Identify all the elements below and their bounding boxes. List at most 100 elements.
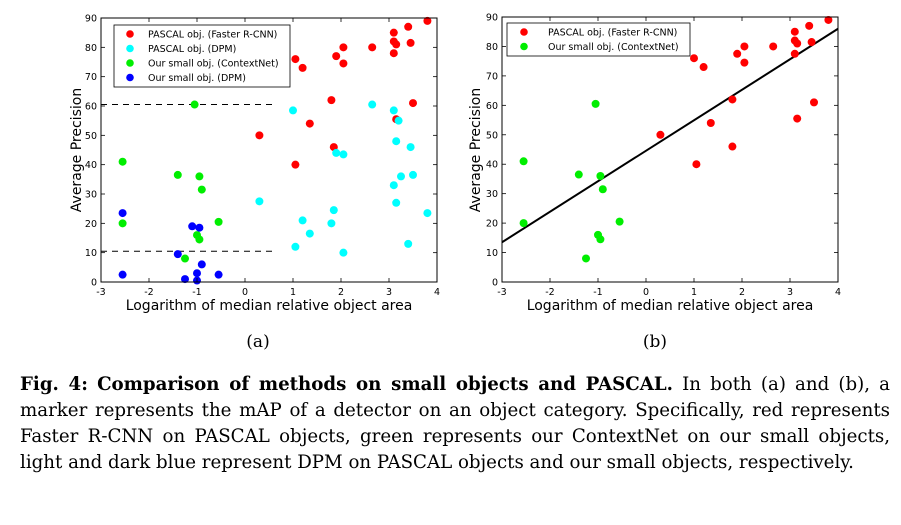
panel-b-point-red [824,15,833,24]
panel-a-xtick-label: 0 [242,287,248,298]
panel-a-point-green [181,254,189,263]
panel-a-point-cyan [389,181,398,190]
panel-b-xtick-label: -3 [497,287,506,298]
panel-b-point-green [519,157,528,166]
panel-a-xtick-label: 2 [338,287,344,298]
panel-b-point-red [728,95,737,104]
panel-a-point-cyan [289,106,297,115]
panel-a-ytick-label: 80 [85,43,97,54]
panel-a-point-red [389,28,398,37]
panel-a-point-cyan [339,150,348,159]
panel-a-ytick-label: 90 [85,14,97,25]
panel-a-point-red [327,96,336,105]
panel-a-point-red [409,99,417,108]
panel-a-point-red [339,59,348,68]
panel-b-xtick-label: 4 [835,287,841,298]
panel-a-point-green [195,235,204,244]
panel-b-point-red [810,98,818,107]
panel-a-legend-box [113,24,291,88]
panel-b-ytick-label: 70 [486,71,498,82]
panel-a-xtick-label: -1 [192,287,201,298]
panel-a-point-cyan [339,248,348,257]
panel-a-ytick-label: 60 [85,102,97,113]
panel-b-point-red [793,39,802,48]
legend-a-blue-label: Our small obj. (DPM) [148,73,246,84]
panel-a-point-cyan [368,100,377,109]
panel-a-point-red [339,43,348,52]
panel-a-point-cyan [394,116,403,125]
panel-b-legend-box [506,22,691,57]
legend-a-green-label: Our small obj. (ContextNet) [148,59,279,70]
panel-b-ytick-label: 30 [486,189,498,200]
panel-a-point-blue [118,209,127,218]
legend-b-red-marker [520,28,528,36]
panel-b-xlabel: Logarithm of median relative object area [527,298,814,314]
panel-a-xtick-label: 4 [434,287,440,298]
panel-b-point-red [790,27,799,36]
panel-a-point-cyan [329,206,338,215]
panel-a-point-green [195,172,204,181]
panel-a-point-cyan [392,198,401,207]
panel-a-point-blue [214,270,223,279]
panel-a-point-green [118,219,127,228]
panel-b-point-red [769,42,778,51]
legend-b-green-marker [520,42,528,51]
panel-b-ytick-label: 90 [486,13,498,24]
panel-a-xtick-label: 3 [386,287,392,298]
legend-a-cyan-label: PASCAL obj. (DPM) [148,44,236,55]
panel-b-xtick-label: 2 [739,287,745,298]
panel-a-legend: PASCAL obj. (Faster R-CNN) PASCAL obj. (… [113,24,291,88]
panel-b-point-green [574,170,583,179]
panel-b-point-green [615,217,624,226]
panel-a-xtick-label: -3 [96,287,105,298]
panel-a-point-blue [173,250,182,259]
panel-b-point-red [793,114,802,123]
panel-a-point-blue [197,260,206,269]
panel-b-point-red [790,49,799,58]
panel-b-frame [501,16,839,283]
panel-a-ytick-label: 70 [85,72,97,83]
panel-b-xtick-label: 0 [643,287,649,298]
panel-b-point-red [728,142,737,151]
figure-caption: Fig. 4: Comparison of methods on small o… [20,372,890,476]
panel-b-point-red [807,38,816,47]
legend-a-red-label: PASCAL obj. (Faster R-CNN) [148,30,277,41]
panel-b-point-red [706,119,715,127]
panel-b-point-red [699,63,708,72]
panel-b-xtick-label: -2 [545,287,554,298]
panel-a-point-cyan [298,216,307,225]
panel-a-point-cyan [404,239,413,248]
legend-b-green-label: Our small obj. (ContextNet) [548,42,679,53]
panel-a-point-cyan [406,143,415,152]
caption-title: Comparison of methods on small objects a… [97,374,673,395]
panel-a-point-blue [188,222,197,231]
panel-a-ytick-label: 0 [91,278,97,289]
panel-b-ytick-label: 60 [486,101,498,112]
panel-b-point-red [733,49,742,58]
panel-a-point-red [368,43,377,52]
panel-a-point-cyan [392,137,401,146]
panel-a-xtick-label: -2 [144,287,153,298]
panel-b-ytick-label: 40 [486,160,498,171]
caption-fig-label: Fig. 4: [20,374,88,395]
panel-a-point-cyan [389,106,398,115]
panel-a-point-blue [181,275,189,284]
panel-a-point-red [332,52,341,61]
panel-a-ylabel: Average Precision [69,88,85,212]
panel-a-ytick-label: 30 [85,190,97,201]
panel-a-point-green [173,170,182,179]
panel-b-ytick-label: 20 [486,219,498,230]
panel-b-point-green [591,99,600,108]
panel-a-point-blue [193,269,201,278]
panel-a-point-cyan [255,197,264,206]
panel-b-point-red [740,42,749,51]
panel-b-ytick-label: 80 [486,42,498,53]
panel-a-point-cyan [291,242,300,251]
panel-a-ytick-label: 50 [85,131,97,142]
legend-a-blue-marker [126,73,134,82]
panel-b-point-green [596,172,605,180]
